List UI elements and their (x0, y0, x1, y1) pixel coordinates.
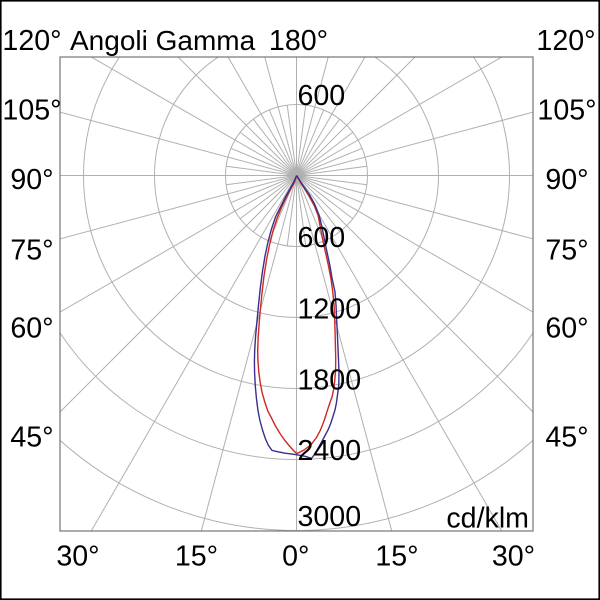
svg-text:3000: 3000 (298, 501, 362, 533)
svg-text:75°: 75° (545, 235, 588, 267)
svg-text:60°: 60° (545, 313, 588, 345)
svg-text:30°: 30° (56, 541, 99, 573)
svg-text:1200: 1200 (298, 294, 362, 326)
svg-text:75°: 75° (10, 235, 53, 267)
svg-text:45°: 45° (545, 422, 588, 454)
svg-text:120°: 120° (536, 25, 595, 57)
svg-text:Angoli Gamma: Angoli Gamma (70, 25, 256, 56)
svg-text:0°: 0° (282, 541, 309, 573)
svg-text:105°: 105° (537, 95, 596, 127)
svg-text:90°: 90° (545, 164, 588, 196)
svg-text:600: 600 (298, 80, 346, 112)
svg-text:30°: 30° (492, 541, 535, 573)
svg-text:cd/klm: cd/klm (446, 503, 529, 535)
svg-text:15°: 15° (175, 541, 218, 573)
svg-text:180°: 180° (269, 25, 328, 57)
svg-text:15°: 15° (375, 541, 418, 573)
svg-text:1800: 1800 (298, 365, 362, 397)
svg-text:90°: 90° (10, 164, 53, 196)
svg-text:60°: 60° (10, 313, 53, 345)
svg-text:105°: 105° (2, 95, 61, 127)
svg-text:600: 600 (298, 222, 346, 254)
svg-text:120°: 120° (2, 25, 61, 57)
svg-text:45°: 45° (10, 422, 53, 454)
svg-text:2400: 2400 (298, 435, 362, 467)
